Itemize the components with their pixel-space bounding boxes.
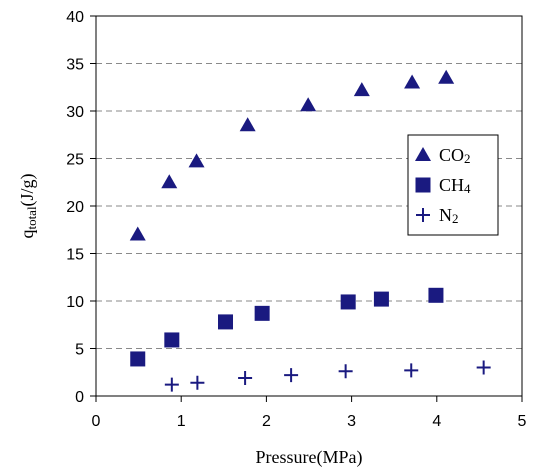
y-axis-title-unit: (J/g) [17, 173, 38, 206]
y-tick-labels: 0 5 10 15 20 25 30 35 40 [66, 9, 84, 406]
point-CO2-2 [188, 153, 205, 168]
point-CH4-5 [373, 291, 389, 307]
series-CH4 [130, 287, 444, 367]
point-CO2-5 [353, 82, 370, 97]
point-N2-6 [476, 360, 491, 375]
legend-label-CH4: CH4 [439, 175, 471, 196]
point-CO2-6 [404, 74, 421, 89]
legend-marker-CH4 [415, 177, 431, 193]
y-tick-label-25: 25 [66, 152, 84, 169]
legend-label-N2: N2 [439, 205, 459, 226]
legend-marker-CO2 [415, 147, 431, 161]
point-N2-5 [404, 363, 419, 378]
point-N2-1 [190, 375, 205, 390]
y-tick-label-5: 5 [75, 342, 84, 359]
x-tick-label-3: 3 [347, 413, 356, 430]
y-axis-title-sub: total [24, 206, 39, 229]
series-N2 [164, 360, 491, 392]
legend-label-CO2: CO2 [439, 145, 471, 166]
point-CO2-4 [300, 97, 317, 112]
legend: CO2 CH4 N2 [407, 134, 499, 236]
y-tick-label-10: 10 [66, 294, 84, 311]
point-CO2-1 [161, 174, 178, 189]
data-points [129, 69, 491, 392]
point-CH4-2 [218, 314, 234, 330]
point-N2-4 [338, 364, 353, 379]
x-tick-label-5: 5 [518, 413, 527, 430]
point-CO2-7 [438, 69, 455, 84]
x-tick-label-1: 1 [177, 413, 186, 430]
axis-ticks [90, 15, 523, 402]
y-axis-title-main: q [17, 230, 37, 239]
y-tick-label-0: 0 [75, 389, 84, 406]
point-CO2-3 [239, 117, 256, 132]
point-CO2-0 [129, 226, 146, 241]
point-CH4-0 [130, 351, 146, 367]
y-tick-label-15: 15 [66, 247, 84, 264]
x-tick-label-4: 4 [432, 413, 441, 430]
point-CH4-4 [340, 294, 356, 310]
series-CO2 [129, 69, 455, 241]
x-tick-labels: 0 1 2 3 4 5 [92, 413, 527, 430]
point-CH4-6 [428, 287, 444, 303]
x-tick-label-0: 0 [92, 413, 101, 430]
point-N2-3 [284, 368, 299, 383]
y-tick-label-35: 35 [66, 57, 84, 74]
y-axis-title: qtotal(J/g) [17, 173, 39, 238]
point-CH4-3 [254, 305, 270, 321]
y-tick-label-20: 20 [66, 199, 84, 216]
point-CH4-1 [164, 332, 180, 348]
y-tick-label-30: 30 [66, 104, 84, 121]
point-N2-2 [238, 370, 253, 385]
x-tick-label-2: 2 [262, 413, 271, 430]
legend-marker-N2 [416, 208, 430, 222]
y-tick-label-40: 40 [66, 9, 84, 26]
point-N2-0 [164, 377, 179, 392]
x-axis-title: Pressure(MPa) [256, 447, 363, 468]
